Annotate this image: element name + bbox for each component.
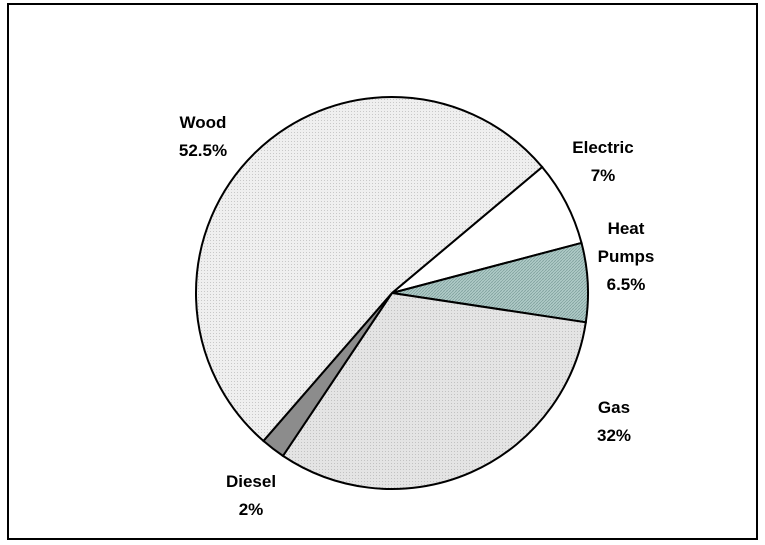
data-label-gas: Gas 32% xyxy=(597,398,631,445)
data-label-diesel: Diesel 2% xyxy=(226,472,276,519)
data-label-electric: Electric 7% xyxy=(572,138,633,185)
data-label-heat-pumps: Heat Pumps 6.5% xyxy=(598,219,655,294)
pie-slice-wood xyxy=(195,96,544,443)
data-label-wood: Wood 52.5% xyxy=(179,113,227,160)
pie-slice-gas xyxy=(281,291,587,490)
